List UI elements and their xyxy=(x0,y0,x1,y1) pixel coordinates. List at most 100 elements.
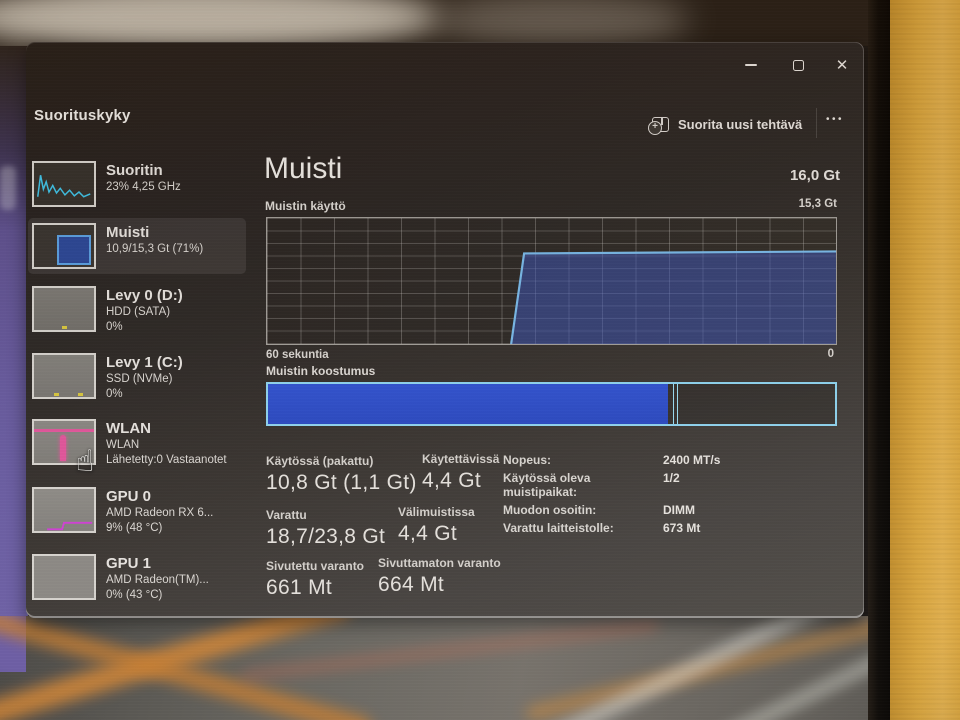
disk0-mini-chart xyxy=(32,286,96,332)
chart-x-right-label: 0 xyxy=(827,348,834,360)
wlan-spike xyxy=(60,435,66,461)
desktop-wallpaper-top xyxy=(0,0,868,46)
sidebar-item-label: WLAN xyxy=(106,420,151,437)
stat-non-paged-pool: Sivuttamaton varanto 664 Mt xyxy=(378,556,501,597)
sidebar-item-disk1[interactable]: Levy 1 (C:) SSD (NVMe) 0% xyxy=(28,348,246,406)
detail-label: Käytössä oleva muistipaikat: xyxy=(503,471,591,499)
more-options-button[interactable]: ••• xyxy=(826,114,845,125)
disk-activity-tick xyxy=(54,393,59,396)
sidebar-item-detail: 23% 4,25 GHz xyxy=(106,181,181,193)
stat-label: Käytettävissä xyxy=(422,452,500,466)
stat-value: 4,4 Gt xyxy=(422,469,481,492)
sidebar-item-label: Muisti xyxy=(106,224,150,241)
stat-committed: Varattu 18,7/23,8 Gt xyxy=(266,508,385,549)
sidebar-item-detail: AMD Radeon RX 6... xyxy=(106,507,214,519)
memory-usage-chart-max: 15,3 Gt xyxy=(798,198,837,210)
sidebar-item-detail: 0% xyxy=(106,320,123,333)
sidebar-item-cpu[interactable]: Suoritin 23% 4,25 GHz xyxy=(28,156,246,212)
stat-in-use: Käytössä (pakattu) 10,8 Gt (1,1 Gt) xyxy=(266,454,417,495)
header-divider xyxy=(816,108,817,138)
disk-activity-tick xyxy=(62,326,67,329)
composition-divider xyxy=(672,384,678,424)
wlan-top-line xyxy=(34,429,94,432)
sidebar-item-label: GPU 0 xyxy=(106,488,152,505)
stat-label: Sivuttamaton varanto xyxy=(378,556,501,570)
detail-label: Nopeus: xyxy=(503,453,551,467)
sidebar-item-detail: 9% (48 °C) xyxy=(106,521,163,534)
task-manager-window: ✕ Suorituskyky Suorita uusi tehtävä ••• … xyxy=(26,42,864,618)
new-task-window-plus-icon xyxy=(648,116,669,135)
detail-value: DIMM xyxy=(663,503,695,517)
memory-page-title: Muisti xyxy=(264,152,343,185)
stat-value: 664 Mt xyxy=(378,573,444,596)
stat-label: Sivutettu varanto xyxy=(266,559,365,573)
detail-row-slots: Käytössä oleva muistipaikat: 1/2 xyxy=(503,471,720,499)
background-wall xyxy=(890,0,960,720)
sidebar-item-label: Levy 1 (C:) xyxy=(106,354,183,371)
run-new-task-label: Suorita uusi tehtävä xyxy=(678,116,803,132)
gpu1-mini-chart xyxy=(32,554,96,600)
stat-value: 4,4 Gt xyxy=(398,522,457,545)
disk1-mini-chart xyxy=(32,353,96,399)
wallpaper-white-streak xyxy=(453,616,868,720)
page-title: Suorituskyky xyxy=(34,107,131,124)
disk-activity-tick xyxy=(78,393,83,396)
cpu-mini-chart xyxy=(32,161,96,207)
sidebar-item-detail: SSD (NVMe) xyxy=(106,373,173,385)
run-new-task-button[interactable]: Suorita uusi tehtävä xyxy=(648,110,803,138)
hardware-details: Nopeus: 2400 MT/s Käytössä oleva muistip… xyxy=(503,453,720,539)
detail-value: 673 Mt xyxy=(663,521,701,535)
monitor-screen: ✕ Suorituskyky Suorita uusi tehtävä ••• … xyxy=(0,0,890,720)
total-memory-value: 16,0 Gt xyxy=(789,167,840,184)
maximize-button[interactable] xyxy=(778,52,818,78)
memory-usage-chart-label: Muistin käyttö xyxy=(265,199,346,213)
sidebar-item-label: Suoritin xyxy=(106,162,163,179)
stat-label: Välimuistissa xyxy=(398,505,475,519)
stat-available: Käytettävissä 4,4 Gt xyxy=(422,452,499,493)
stat-paged-pool: Sivutettu varanto 661 Mt xyxy=(266,559,364,600)
detail-value: 1/2 xyxy=(663,471,680,485)
detail-row-form-factor: Muodon osoitin: DIMM xyxy=(503,503,720,517)
sidebar-item-label: GPU 1 xyxy=(106,555,152,572)
detail-row-speed: Nopeus: 2400 MT/s xyxy=(503,453,720,467)
sidebar-item-detail: Lähetetty:0 Vastaanotet xyxy=(106,453,227,466)
sidebar-item-detail: AMD Radeon(TM)... xyxy=(106,574,209,586)
memory-usage-chart xyxy=(266,217,837,345)
sidebar-item-memory[interactable]: Muisti 10,9/15,3 Gt (71%) xyxy=(28,218,246,274)
wallpaper-light-blob xyxy=(430,0,690,46)
monitor-bezel xyxy=(868,0,894,720)
sidebar-item-gpu0[interactable]: GPU 0 AMD Radeon RX 6... 9% (48 °C) xyxy=(28,482,246,540)
stat-label: Käytössä (pakattu) xyxy=(266,454,374,468)
memory-composition-bar xyxy=(266,382,837,426)
detail-row-hw-reserved: Varattu laitteistolle: 673 Mt xyxy=(503,521,720,535)
composition-used xyxy=(268,384,669,424)
stat-value: 661 Mt xyxy=(266,576,332,599)
sidebar-item-detail: HDD (SATA) xyxy=(106,306,171,318)
chart-x-left-label: 60 sekuntia xyxy=(266,349,329,361)
sidebar-item-detail: 0% (43 °C) xyxy=(106,588,163,601)
close-button[interactable]: ✕ xyxy=(821,52,863,78)
stat-value: 18,7/23,8 Gt xyxy=(266,525,386,548)
detail-label: Varattu laitteistolle: xyxy=(503,521,614,535)
sidebar-item-disk0[interactable]: Levy 0 (D:) HDD (SATA) 0% xyxy=(28,281,246,339)
desktop-wallpaper-left xyxy=(0,46,28,624)
memory-usage-area xyxy=(510,250,836,344)
stat-label: Varattu xyxy=(266,508,307,522)
wallpaper-light-blob xyxy=(0,0,440,46)
wallpaper-highlight xyxy=(0,166,16,210)
minimize-button[interactable] xyxy=(731,52,771,78)
desktop-wallpaper-bottom xyxy=(0,616,868,720)
sidebar-item-label: Levy 0 (D:) xyxy=(106,287,183,304)
memory-composition-label: Muistin koostumus xyxy=(266,364,376,378)
sidebar-item-detail: 0% xyxy=(106,387,123,400)
minimize-icon xyxy=(745,64,757,66)
sidebar-item-wlan[interactable]: WLAN WLAN Lähetetty:0 Vastaanotet xyxy=(28,414,246,472)
stat-cached: Välimuistissa 4,4 Gt xyxy=(398,505,475,546)
maximize-icon xyxy=(792,59,804,71)
detail-label: Muodon osoitin: xyxy=(503,503,597,517)
wlan-mini-chart xyxy=(32,419,96,465)
stat-value: 10,8 Gt (1,1 Gt) xyxy=(266,471,417,494)
sidebar-item-detail: WLAN xyxy=(106,439,140,451)
memory-mini-chart xyxy=(32,223,96,269)
sidebar-item-gpu1[interactable]: GPU 1 AMD Radeon(TM)... 0% (43 °C) xyxy=(28,549,246,607)
